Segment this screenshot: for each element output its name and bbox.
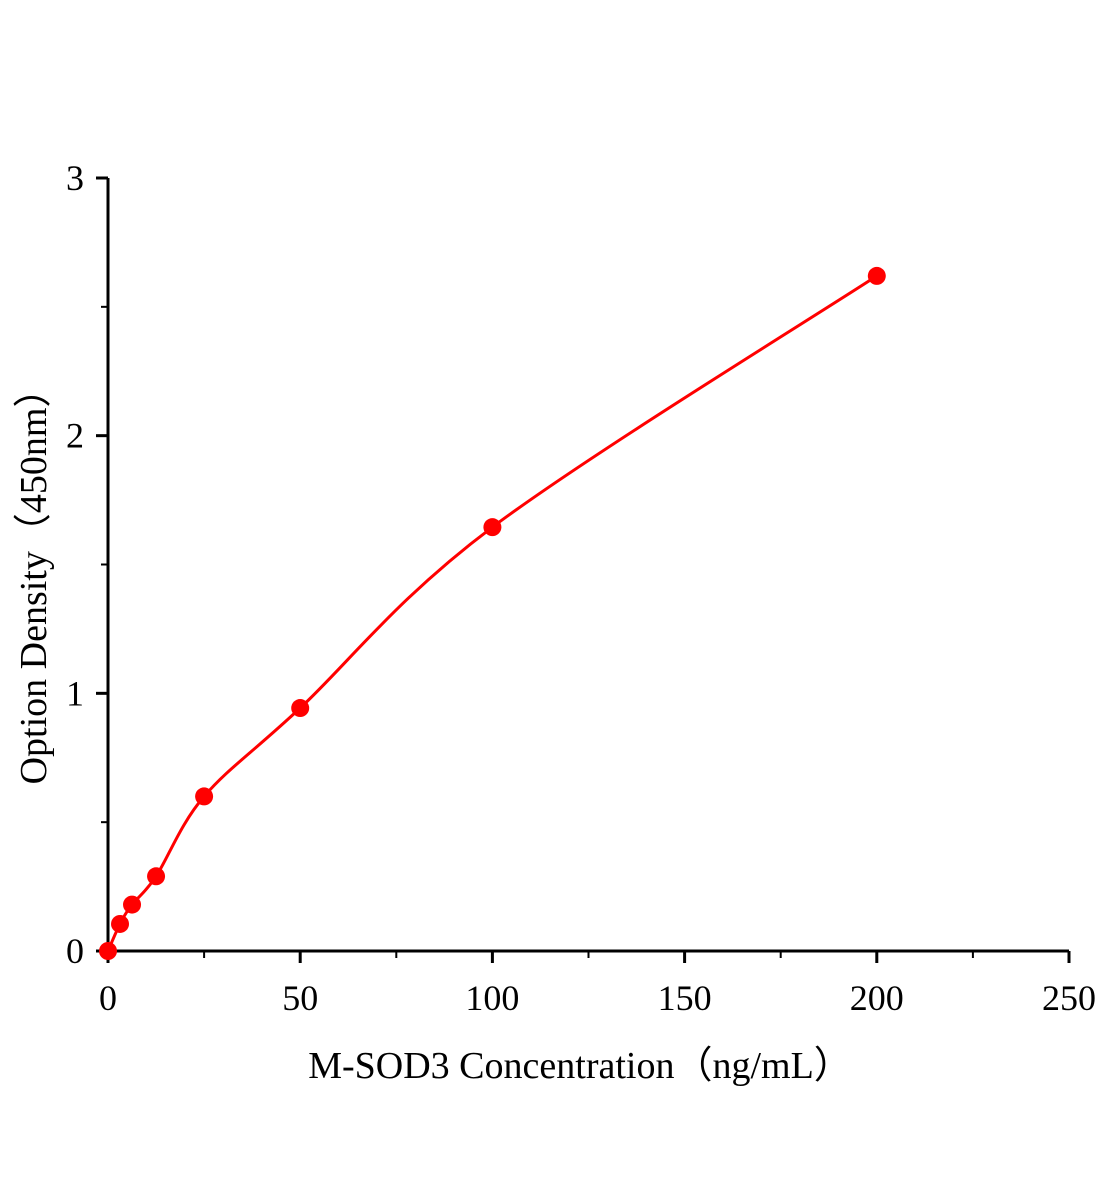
y-tick-label: 3 (66, 158, 84, 198)
data-point (483, 518, 502, 537)
x-tick-label: 0 (99, 978, 117, 1018)
fit-curve-layer (106, 274, 878, 952)
x-axis-label: M-SOD3 Concentration（ng/mL） (308, 1045, 852, 1087)
data-point (195, 787, 214, 806)
x-tick-label: 250 (1042, 978, 1096, 1018)
data-points-layer (99, 266, 886, 960)
y-tick-label: 2 (66, 416, 84, 456)
y-tick-label: 1 (66, 673, 84, 713)
fit-curve (106, 274, 878, 952)
x-tick-label: 200 (850, 978, 904, 1018)
axes: 0 50 100 150 200 250 0 1 2 3 (66, 158, 1096, 1018)
data-point (111, 914, 130, 933)
y-tick-label: 0 (66, 931, 84, 971)
x-tick-label: 50 (282, 978, 318, 1018)
data-point (147, 867, 166, 886)
data-point (291, 699, 310, 718)
data-point (867, 266, 886, 285)
data-point (123, 895, 142, 914)
data-point (99, 942, 117, 960)
x-tick-label: 100 (465, 978, 519, 1018)
x-tick-label: 150 (658, 978, 712, 1018)
y-axis-label: Option Density（450nm） (13, 370, 55, 785)
